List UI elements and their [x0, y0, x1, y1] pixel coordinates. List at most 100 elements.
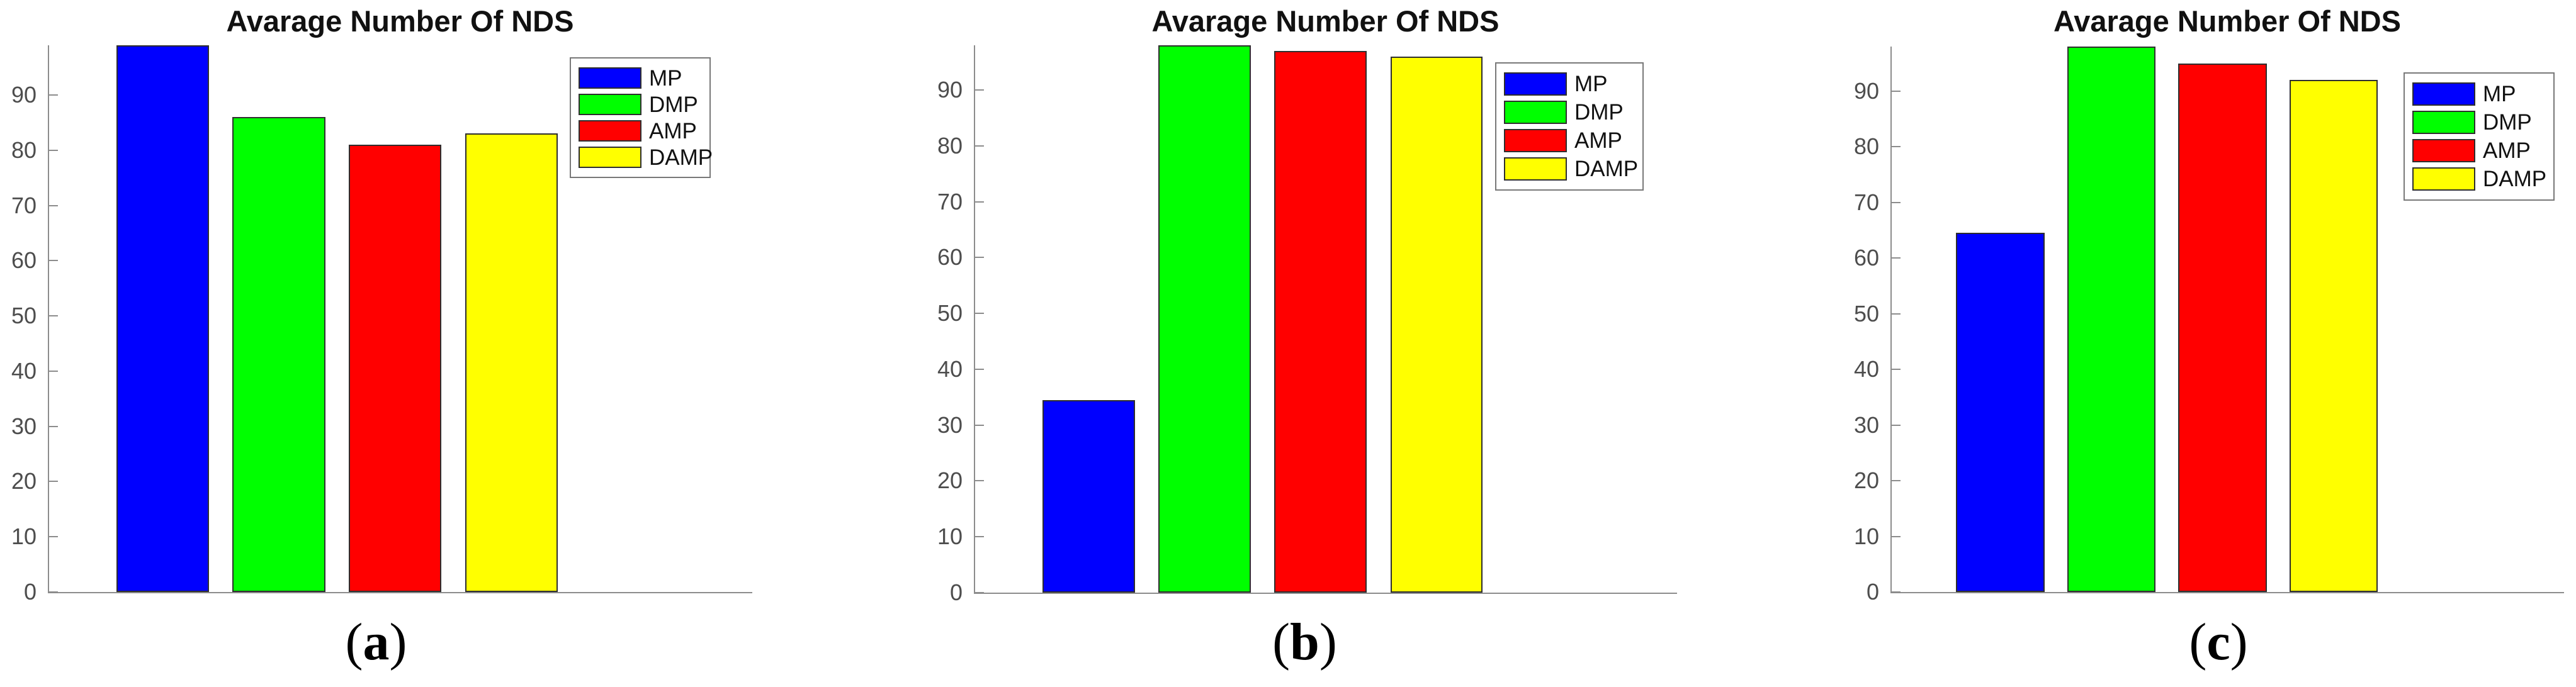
- y-tick-label: 70: [1853, 189, 1879, 215]
- legend-label-dmp: DMP: [2483, 110, 2532, 135]
- legend-swatch-damp: [2412, 167, 2475, 191]
- bar-mp: [116, 45, 209, 592]
- caption-paren: (: [345, 613, 363, 671]
- y-tick-label: 90: [1853, 77, 1879, 104]
- y-tick-label: 70: [11, 192, 37, 218]
- y-tick-label: 60: [11, 247, 37, 274]
- y-tick-label: 70: [937, 188, 963, 215]
- y-axis-line: [48, 45, 49, 592]
- legend-label-mp: MP: [2483, 82, 2516, 106]
- y-tick-mark: [49, 370, 58, 372]
- y-tick-mark: [975, 257, 984, 259]
- y-tick-label: 50: [11, 303, 37, 329]
- y-tick-label: 10: [937, 523, 963, 550]
- legend-label-dmp: DMP: [1574, 100, 1624, 125]
- y-tick-label: 80: [11, 137, 37, 163]
- legend-label-amp: AMP: [2483, 138, 2531, 163]
- y-tick-label: 30: [937, 411, 963, 438]
- y-axis-line: [974, 45, 975, 593]
- bar-amp: [1274, 50, 1367, 593]
- y-tick-mark: [49, 481, 58, 483]
- bar-amp: [349, 145, 442, 592]
- y-tick-mark: [49, 315, 58, 317]
- chart-title: Avarage Number Of NDS: [226, 4, 574, 38]
- legend-row: MP: [579, 67, 702, 89]
- legend-label-mp: MP: [649, 65, 682, 91]
- legend-box: MP DMP AMP DAMP: [1495, 62, 1644, 191]
- legend-row: DMP: [1504, 101, 1635, 124]
- y-tick-mark: [49, 94, 58, 96]
- caption-paren: ): [1319, 613, 1337, 671]
- y-tick-label: 0: [23, 579, 37, 605]
- legend-swatch-mp: [2412, 82, 2475, 106]
- legend-label-dmp: DMP: [649, 92, 698, 117]
- y-tick-mark: [1892, 257, 1901, 259]
- caption-paren: (: [1272, 613, 1291, 671]
- caption-letter: a: [363, 613, 390, 671]
- legend-label-damp: DAMP: [1574, 157, 1639, 181]
- bar-mp: [1956, 233, 2045, 592]
- caption-letter: c: [2206, 613, 2230, 671]
- legend-row: MP: [2412, 82, 2546, 106]
- x-axis-line: [1890, 592, 2564, 593]
- legend-box: MP DMP AMP DAMP: [570, 57, 713, 178]
- y-tick-label: 40: [1853, 356, 1879, 383]
- caption-letter: b: [1290, 613, 1319, 671]
- legend-swatch-damp: [1504, 157, 1567, 181]
- y-tick-mark: [49, 425, 58, 427]
- y-tick-mark: [49, 149, 58, 151]
- caption-b: (b): [1192, 608, 1418, 677]
- y-tick-mark: [49, 260, 58, 262]
- legend-swatch-dmp: [2412, 111, 2475, 134]
- y-tick-mark: [1892, 480, 1901, 482]
- y-tick-label: 90: [937, 77, 963, 103]
- y-tick-mark: [975, 424, 984, 426]
- bar-dmp: [1158, 45, 1251, 593]
- bar-dmp: [2067, 47, 2156, 592]
- y-tick-mark: [1892, 424, 1901, 426]
- y-tick-mark: [49, 536, 58, 538]
- legend-swatch-amp: [579, 120, 641, 142]
- y-tick-label: 10: [1853, 523, 1879, 549]
- y-tick-mark: [1892, 535, 1901, 537]
- y-tick-label: 30: [11, 413, 37, 439]
- y-tick-mark: [975, 89, 984, 91]
- y-tick-label: 60: [1853, 245, 1879, 271]
- bar-damp: [1390, 56, 1483, 593]
- y-tick-mark: [975, 536, 984, 538]
- legend-swatch-amp: [2412, 139, 2475, 162]
- y-tick-label: 80: [1853, 133, 1879, 160]
- legend-label-damp: DAMP: [649, 145, 713, 170]
- y-tick-mark: [975, 480, 984, 482]
- y-tick-label: 30: [1853, 411, 1879, 438]
- y-tick-label: 60: [937, 244, 963, 271]
- bar-amp: [2178, 63, 2267, 592]
- y-tick-label: 80: [937, 132, 963, 159]
- chart-title: Avarage Number Of NDS: [2053, 4, 2401, 38]
- legend-label-amp: AMP: [1574, 128, 1622, 153]
- legend-row: DMP: [2412, 111, 2546, 134]
- y-tick-mark: [975, 368, 984, 370]
- y-tick-mark: [1892, 146, 1901, 148]
- caption-a: (a): [263, 608, 490, 677]
- legend-row: AMP: [579, 120, 702, 142]
- chart-title: Avarage Number Of NDS: [1151, 4, 1500, 38]
- y-tick-label: 40: [937, 355, 963, 382]
- x-axis-line: [48, 592, 752, 593]
- legend-row: DAMP: [579, 147, 713, 169]
- y-tick-label: 20: [1853, 467, 1879, 494]
- legend-swatch-mp: [579, 67, 641, 89]
- legend-label-mp: MP: [1574, 72, 1608, 96]
- y-tick-label: 40: [11, 357, 37, 384]
- caption-paren: (: [2189, 613, 2207, 671]
- y-tick-label: 0: [949, 579, 963, 605]
- y-tick-mark: [49, 204, 58, 206]
- y-tick-mark: [1892, 591, 1901, 593]
- x-axis-line: [974, 593, 1677, 594]
- caption-paren: ): [389, 613, 407, 671]
- legend-row: DAMP: [1504, 157, 1639, 181]
- legend-swatch-dmp: [579, 94, 641, 115]
- chart-panel-a: Avarage Number Of NDS 0 10 20 30 40 50 60 70 80 9…: [0, 0, 859, 687]
- legend-swatch-damp: [579, 147, 641, 168]
- bar-mp: [1042, 399, 1135, 593]
